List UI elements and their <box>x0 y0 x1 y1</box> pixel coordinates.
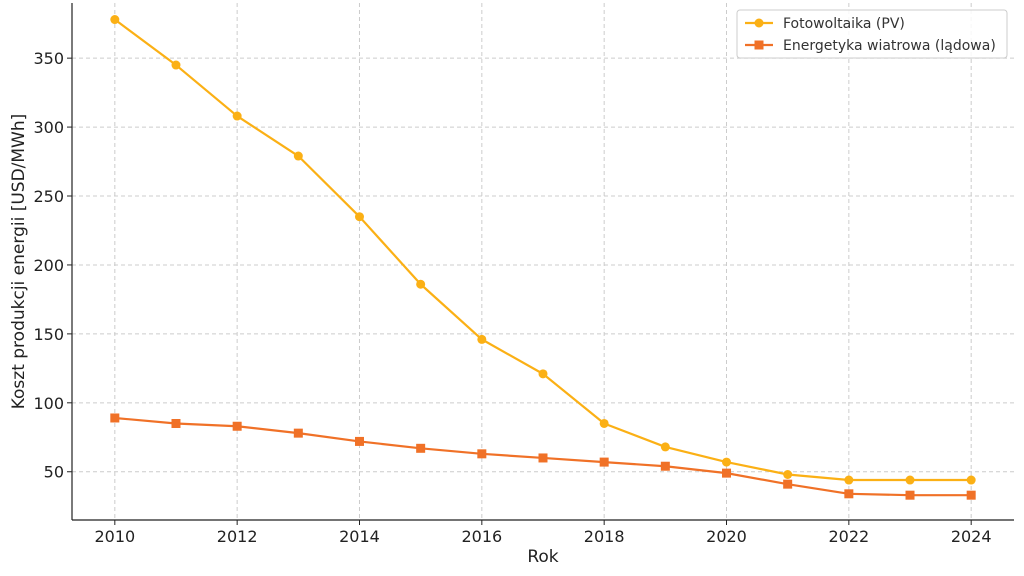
x-tick-label: 2012 <box>217 527 258 546</box>
data-point <box>354 212 364 222</box>
series-line <box>114 18 972 482</box>
data-point <box>660 461 670 471</box>
data-point <box>844 489 854 499</box>
legend-label: Energetyka wiatrowa (lądowa) <box>783 38 996 54</box>
data-point <box>171 60 181 70</box>
y-tick-label: 200 <box>33 256 64 275</box>
x-tick-label: 2022 <box>828 527 869 546</box>
data-point <box>477 334 487 344</box>
y-tick-label: 150 <box>33 325 64 344</box>
legend: Fotowoltaika (PV) Energetyka wiatrowa (lą… <box>736 9 1008 59</box>
data-point <box>783 470 793 480</box>
data-point <box>293 151 303 161</box>
data-point <box>905 475 915 485</box>
axes <box>67 3 1014 525</box>
y-tick-label: 250 <box>33 187 64 206</box>
legend-box <box>736 9 1008 59</box>
y-tick-label: 300 <box>33 118 64 137</box>
legend-marker <box>754 40 764 50</box>
data-point <box>966 475 976 485</box>
data-point <box>722 457 732 467</box>
data-point <box>783 479 793 489</box>
x-tick-label: 2010 <box>94 527 135 546</box>
legend-marker <box>754 18 764 28</box>
data-point <box>538 453 548 463</box>
x-tick-label: 2016 <box>461 527 502 546</box>
y-tick-label: 100 <box>33 394 64 413</box>
data-point <box>416 443 426 453</box>
data-point <box>293 428 303 438</box>
series-2 <box>110 413 976 500</box>
data-point <box>416 279 426 289</box>
data-point <box>354 436 364 446</box>
data-point <box>232 111 242 121</box>
data-point <box>110 413 120 423</box>
data-point <box>599 457 609 467</box>
data-point <box>110 15 120 25</box>
y-tick-label: 350 <box>33 49 64 68</box>
data-point <box>966 490 976 500</box>
series-layer <box>110 15 976 500</box>
data-point <box>538 369 548 379</box>
data-point <box>722 468 732 478</box>
data-point <box>844 475 854 485</box>
data-point <box>232 421 242 431</box>
legend-label: Fotowoltaika (PV) <box>783 16 905 32</box>
x-axis-label: Rok <box>527 547 558 567</box>
x-tick-label: 2018 <box>584 527 625 546</box>
x-tick-label: 2020 <box>706 527 747 546</box>
y-tick-label: 50 <box>44 463 64 482</box>
x-tick-label: 2024 <box>951 527 992 546</box>
data-point <box>905 490 915 500</box>
data-point <box>171 418 181 428</box>
legend-item: Energetyka wiatrowa (lądowa) <box>745 38 996 54</box>
x-tick-label: 2014 <box>339 527 380 546</box>
grid <box>72 3 1014 520</box>
data-point <box>660 442 670 452</box>
data-point <box>599 418 609 428</box>
series-1 <box>110 15 976 485</box>
tick-labels: 2010 2012 2014 2016 2018 2020 2022 2024 50 100 150… <box>33 49 991 546</box>
legend-item: Fotowoltaika (PV) <box>745 16 905 32</box>
y-axis-label: Koszt produkcji energii [USD/MWh] <box>9 114 29 410</box>
data-point <box>477 449 487 459</box>
